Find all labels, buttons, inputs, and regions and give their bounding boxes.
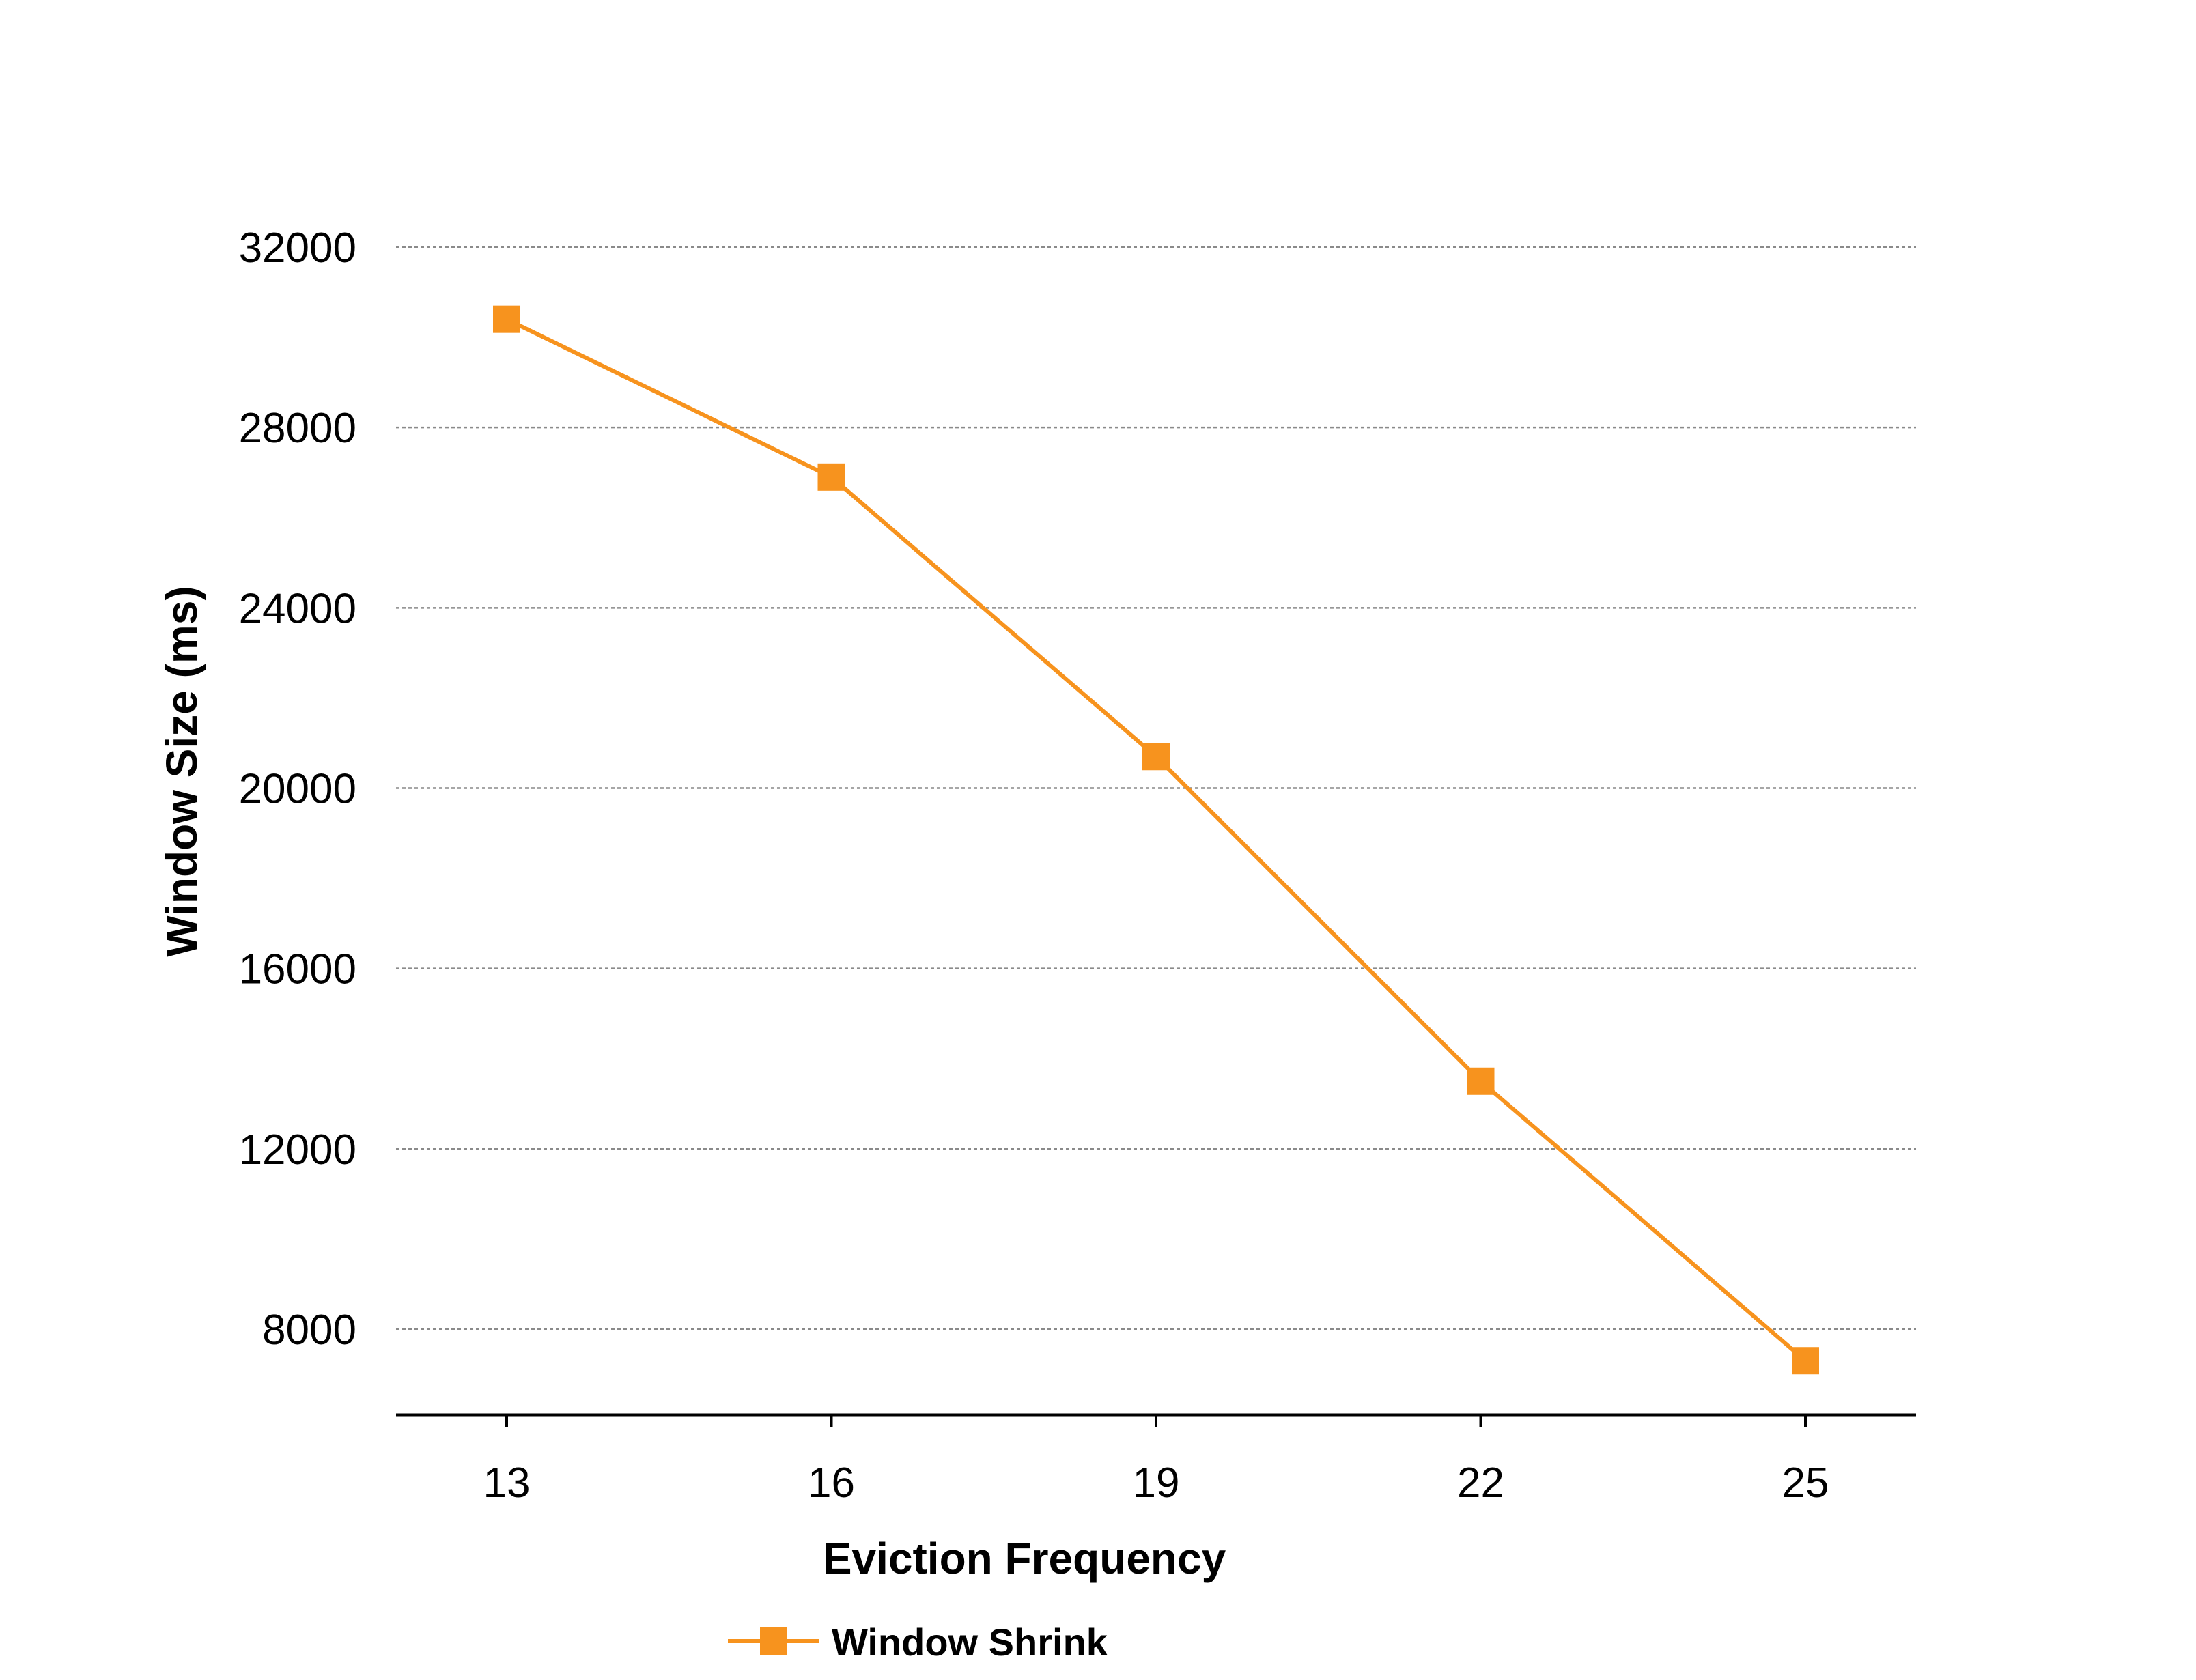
y-tick-label-16000: 16000	[239, 946, 356, 993]
y-axis-title: Window Size (ms)	[157, 586, 206, 956]
y-axis-ticks: 8000 12000 16000 20000 24000 28000 32000	[239, 225, 356, 1354]
y-tick-label-24000: 24000	[239, 585, 356, 632]
x-tick-label-13: 13	[483, 1460, 531, 1507]
y-tick-label-28000: 28000	[239, 405, 356, 452]
x-tick-label-16: 16	[808, 1460, 855, 1507]
y-tick-label-20000: 20000	[239, 766, 356, 813]
data-point-25	[1792, 1347, 1819, 1375]
y-tick-label-32000: 32000	[239, 225, 356, 272]
legend-marker	[760, 1627, 787, 1655]
grid-lines	[396, 246, 1916, 1330]
x-axis-ticks: 13 16 19 22 25	[483, 1415, 1829, 1507]
data-point-19	[1142, 743, 1170, 771]
series-line-window-shrink	[505, 317, 1807, 1363]
data-point-22	[1467, 1067, 1495, 1095]
data-point-16	[817, 463, 845, 491]
y-tick-label-12000: 12000	[239, 1126, 356, 1173]
series-group	[493, 305, 1819, 1375]
x-tick-label-19: 19	[1133, 1460, 1180, 1507]
y-tick-label-8000: 8000	[262, 1307, 356, 1354]
legend-label-window-shrink: Window Shrink	[832, 1621, 1108, 1664]
x-axis-title: Eviction Frequency	[823, 1534, 1226, 1583]
data-point-13	[493, 305, 520, 333]
x-tick-label-22: 22	[1457, 1460, 1504, 1507]
x-tick-label-25: 25	[1782, 1460, 1829, 1507]
legend: Window Shrink	[728, 1621, 1108, 1664]
